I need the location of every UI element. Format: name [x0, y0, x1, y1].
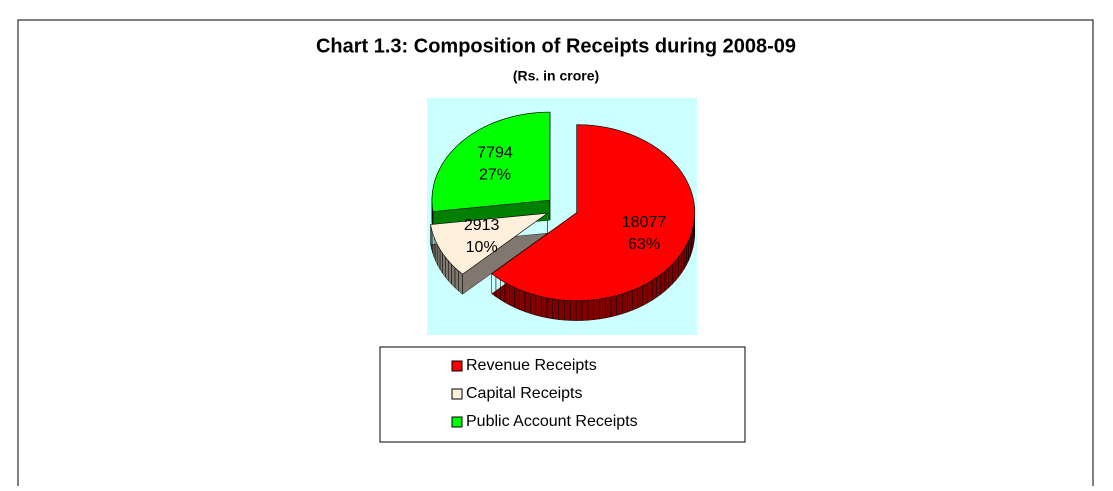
percent-label: 10%	[466, 239, 498, 256]
chart-frame	[17, 19, 1094, 486]
data-label: 7794	[477, 144, 513, 161]
legend-label: Revenue Receipts	[466, 357, 597, 374]
pie-slice	[491, 124, 695, 301]
pie-slice	[430, 212, 549, 275]
percent-label: 27%	[479, 166, 511, 183]
legend-swatch	[451, 388, 463, 400]
chart-title: Chart 1.3: Composition of Receipts durin…	[316, 35, 796, 57]
legend-label: Public Account Receipts	[466, 413, 638, 430]
percent-label: 63%	[628, 236, 660, 253]
pie-slice	[431, 111, 551, 212]
legend	[379, 346, 746, 443]
chart-subtitle: (Rs. in crore)	[513, 68, 599, 84]
legend-swatch	[451, 416, 463, 428]
legend-swatch	[451, 360, 463, 372]
legend-label: Capital Receipts	[466, 385, 583, 402]
data-label: 2913	[464, 217, 500, 234]
data-label: 18077	[622, 214, 667, 231]
